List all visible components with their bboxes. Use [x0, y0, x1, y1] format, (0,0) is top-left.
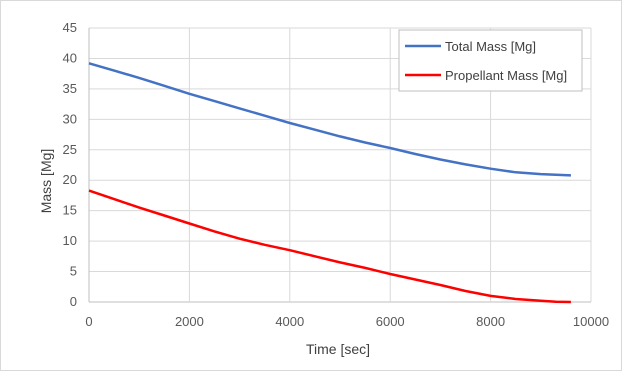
y-tick-label: 40 — [63, 50, 77, 65]
y-tick-label: 45 — [63, 20, 77, 35]
grid — [88, 27, 592, 303]
x-tick-label: 6000 — [376, 314, 405, 329]
y-axis-title: Mass [Mg] — [38, 149, 54, 214]
x-tick-label: 4000 — [275, 314, 304, 329]
x-tick-label: 0 — [85, 314, 92, 329]
legend-label-total-mass: Total Mass [Mg] — [445, 39, 536, 54]
y-tick-label: 10 — [63, 233, 77, 248]
x-tick-label: 10000 — [573, 314, 609, 329]
series-line-1 — [88, 189, 571, 304]
series-line-0 — [88, 62, 571, 177]
y-tick-label: 30 — [63, 111, 77, 126]
x-tick-label: 8000 — [476, 314, 505, 329]
y-tick-label: 35 — [63, 81, 77, 96]
y-tick-label: 25 — [63, 142, 77, 157]
x-tick-label: 2000 — [175, 314, 204, 329]
x-axis-title: Time [sec] — [306, 341, 370, 357]
series-lines — [88, 62, 571, 304]
legend-label-propellant-mass: Propellant Mass [Mg] — [445, 68, 567, 83]
y-tick-label: 0 — [70, 294, 77, 309]
tick-labels: 0 5 10 15 20 25 30 35 40 45 0 2000 4000 6000 8000 10000 — [63, 20, 610, 329]
y-tick-label: 15 — [63, 203, 77, 218]
legend-box — [398, 29, 583, 92]
y-tick-label: 5 — [70, 264, 77, 279]
y-tick-label: 20 — [63, 172, 77, 187]
legend: Total Mass [Mg] Propellant Mass [Mg] — [398, 29, 583, 92]
